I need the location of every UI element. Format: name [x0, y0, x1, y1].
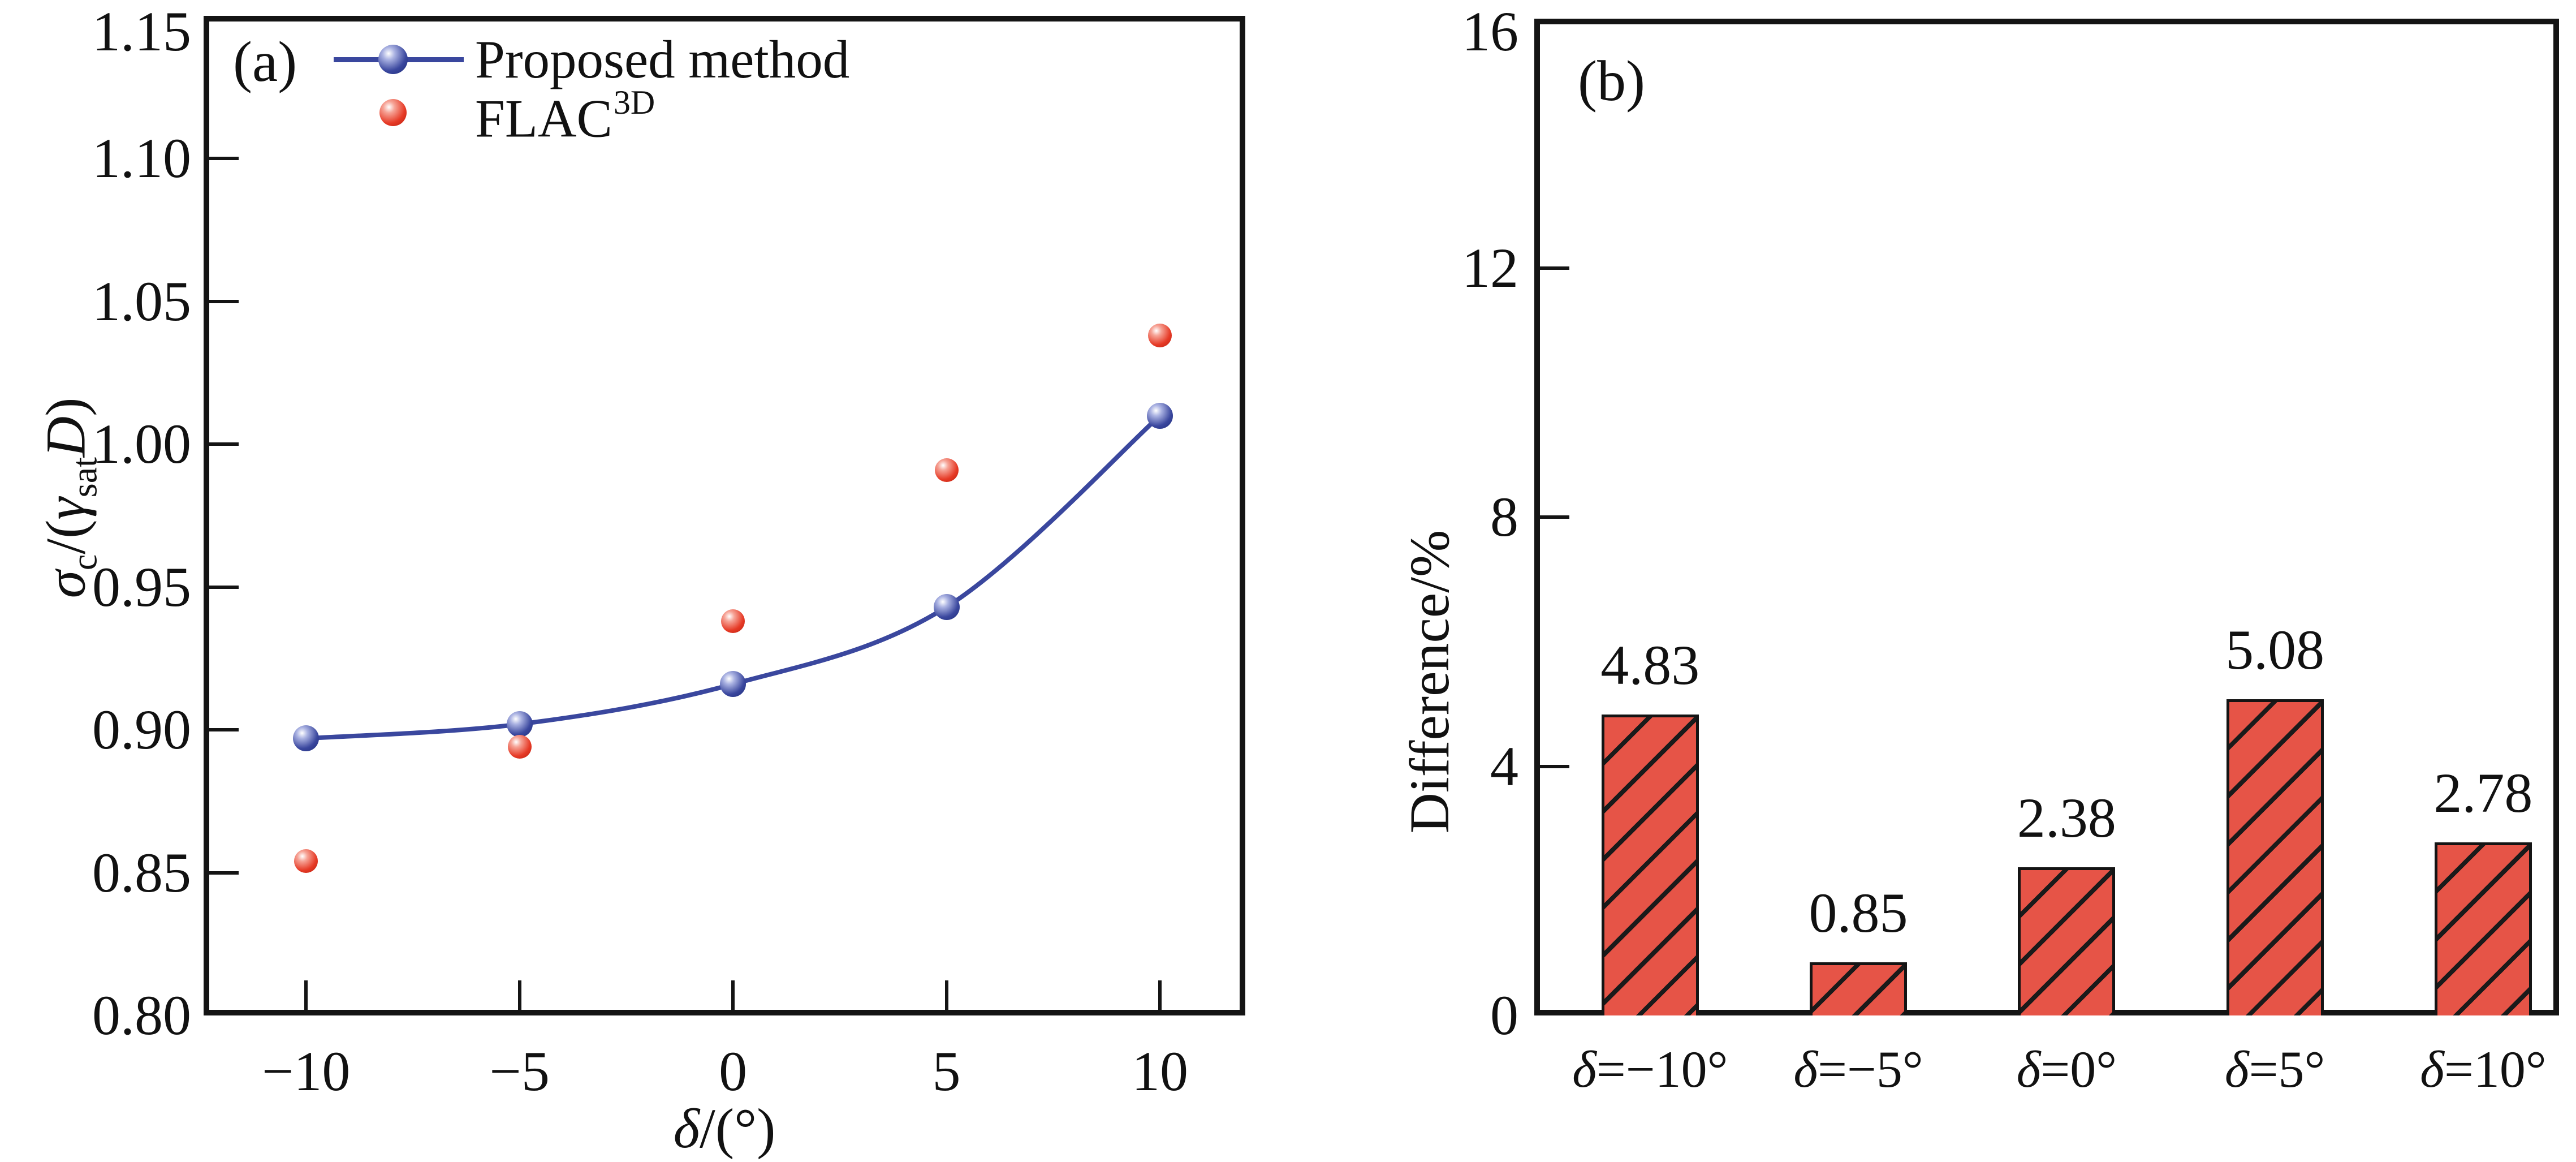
panel-a-ytick-label: 1.10 — [92, 127, 191, 190]
proposed-method-point — [506, 711, 533, 738]
panel-a-xtick — [731, 980, 735, 1010]
panel-a-xtick-label: 0 — [719, 1040, 748, 1103]
proposed-method-point — [1147, 402, 1173, 429]
panel-a-xtick — [304, 980, 308, 1010]
panel-a-label: (a) — [233, 30, 297, 94]
flac3d-point — [721, 609, 745, 634]
panel-a-ytick-label: 0.85 — [92, 841, 191, 904]
proposed-method-point — [933, 594, 960, 621]
panel-a-ytick — [209, 871, 239, 875]
flac3d-swatch — [331, 86, 475, 139]
bar-value-label: 0.85 — [1809, 881, 1908, 945]
panel-a-ytick-label: 1.15 — [92, 0, 191, 63]
proposed-method-point — [720, 671, 747, 698]
panel-b-ytick-label: 4 — [1490, 734, 1518, 798]
panel-a-ytick — [209, 157, 239, 161]
panel-a-xtick-label: 5 — [932, 1040, 961, 1103]
panel-a-x-axis-title: δ/(°) — [673, 1097, 776, 1160]
bar-δ=0° — [2018, 867, 2116, 1015]
flac3d-point — [507, 735, 532, 759]
bar-δ=10° — [2434, 842, 2532, 1015]
panel-a-ytick-label: 0.95 — [92, 555, 191, 618]
panel-a-ytick — [209, 442, 239, 446]
panel-b-ytick-label: 12 — [1462, 236, 1518, 299]
bar-δ=−5° — [1810, 962, 1908, 1015]
bar-value-label: 2.78 — [2433, 761, 2533, 824]
panel-b-label: (b) — [1578, 49, 1645, 113]
panel-a-plotbox — [204, 16, 1245, 1015]
panel-a-xtick-label: −5 — [489, 1040, 550, 1103]
panel-b-ytick — [1540, 266, 1569, 270]
legend-label-proposed-method: Proposed method — [475, 29, 850, 89]
gamma-symbol: γ — [34, 497, 97, 520]
panel-b-ytick-label: 8 — [1490, 485, 1518, 548]
delta-symbol: δ — [673, 1097, 700, 1160]
panel-a-ytick-label: 1.00 — [92, 412, 191, 476]
legend-item-flac3d: FLAC3D — [331, 84, 849, 147]
bar-value-label: 4.83 — [1600, 634, 1700, 697]
panel-a-ytick — [209, 728, 239, 732]
panel-a-ytick — [209, 299, 239, 303]
panel-a-xtick — [517, 980, 521, 1010]
panel-b-category-label: δ=10° — [2420, 1040, 2547, 1098]
flac3d-point — [934, 458, 959, 482]
proposed-method-point — [293, 725, 320, 752]
panel-b-category-label: δ=−10° — [1572, 1040, 1728, 1098]
panel-a-xtick — [944, 980, 948, 1010]
bar-δ=−10° — [1601, 715, 1699, 1015]
panel-b-category-label: δ=0° — [2016, 1040, 2117, 1098]
panel-a-xtick-label: −10 — [261, 1040, 351, 1103]
panel-a-ytick — [209, 585, 239, 589]
panel-b-ytick — [1540, 515, 1569, 519]
flac3d-point — [294, 849, 318, 873]
panel-a-xtick — [1158, 980, 1162, 1010]
bar-value-label: 5.08 — [2225, 618, 2325, 681]
legend-label-flac3d: FLAC3D — [475, 83, 655, 149]
bar-value-label: 2.38 — [2017, 786, 2116, 849]
blue-ball-marker-icon — [378, 45, 408, 74]
panel-b-ytick — [1540, 764, 1569, 768]
legend-item-proposed-method: Proposed method — [331, 29, 850, 89]
panel-b-category-label: δ=−5° — [1793, 1040, 1923, 1098]
panel-a-xtick-label: 10 — [1132, 1040, 1189, 1103]
panel-b-ytick-label: 0 — [1490, 984, 1518, 1047]
panel-b-ytick-label: 16 — [1462, 0, 1518, 63]
panel-a-ytick-label: 0.80 — [92, 984, 191, 1047]
panel-a-ytick-label: 1.05 — [92, 269, 191, 333]
proposed-method-swatch — [331, 33, 475, 86]
panel-a-ytick-label: 0.90 — [92, 698, 191, 761]
panel-b-category-label: δ=5° — [2224, 1040, 2325, 1098]
flac3d-point — [1148, 324, 1172, 348]
bar-δ=5° — [2226, 699, 2324, 1015]
legend: Proposed method FLAC3D — [331, 29, 850, 147]
red-ball-marker-icon — [379, 99, 407, 126]
